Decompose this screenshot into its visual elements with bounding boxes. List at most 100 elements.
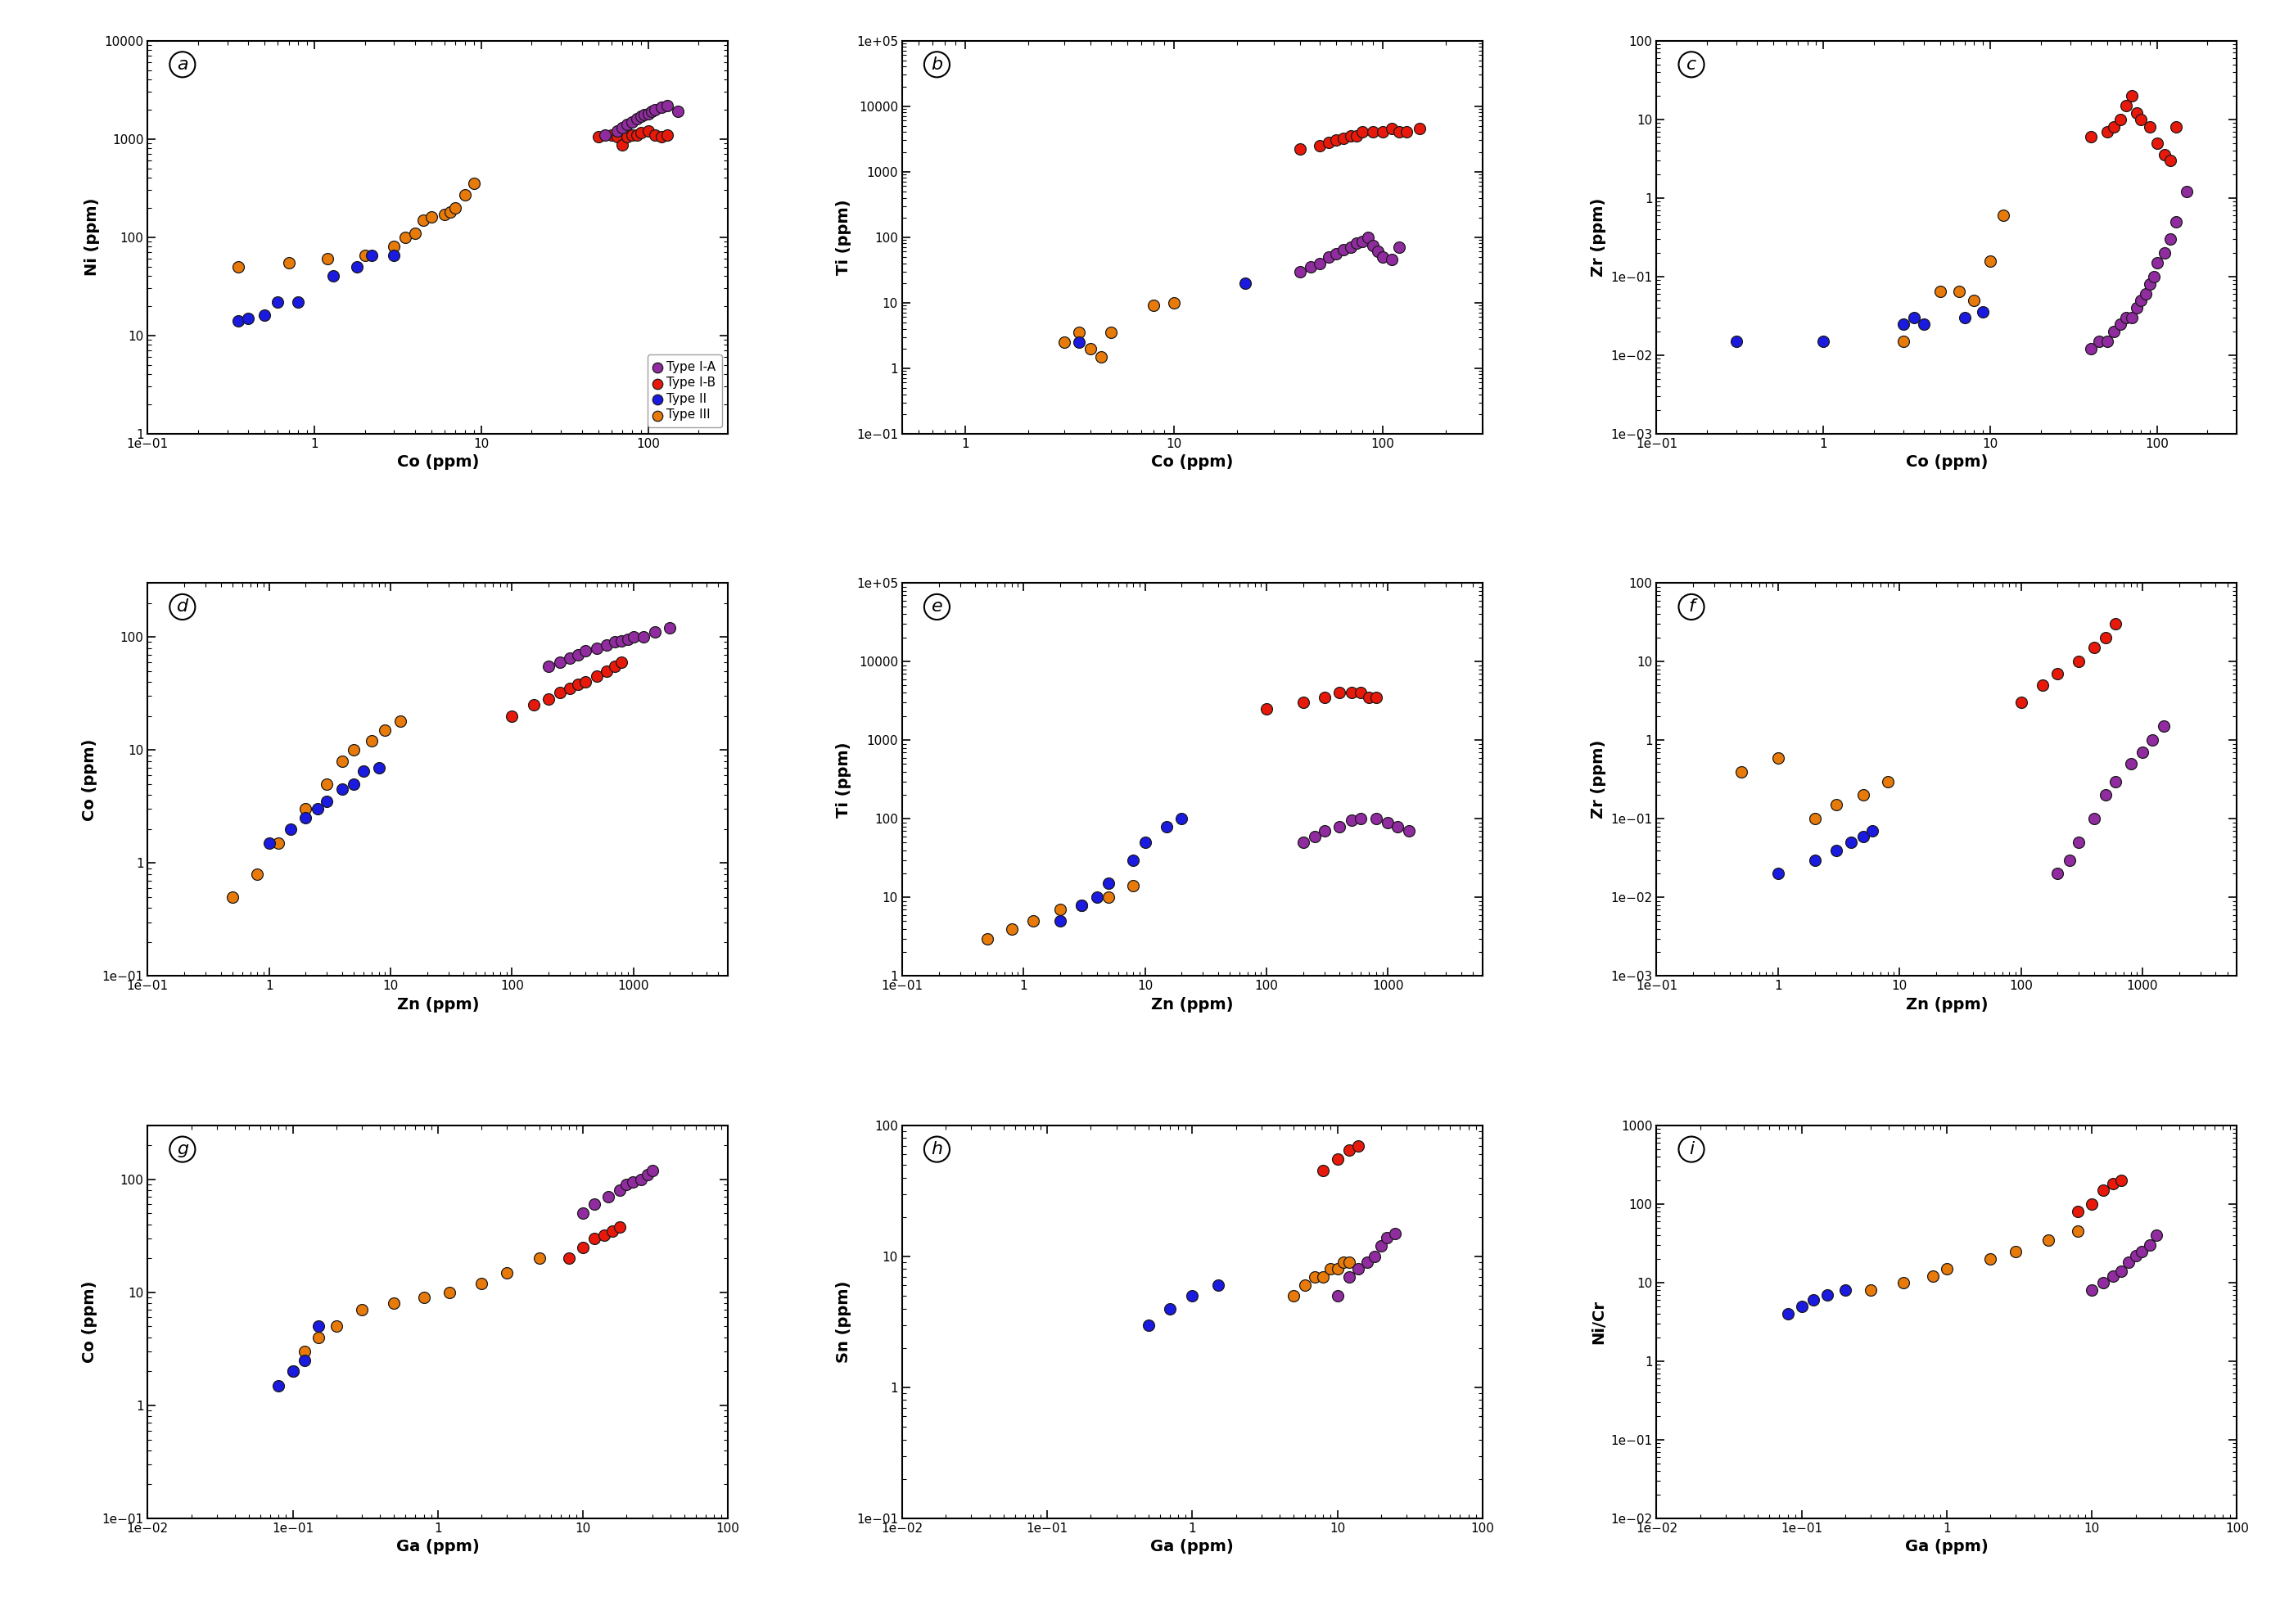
- Type I-B: [609, 123, 645, 149]
- Type II: [1151, 1296, 1188, 1322]
- Type III: [270, 250, 307, 276]
- Type II: [259, 289, 295, 315]
- Type III: [1796, 806, 1833, 831]
- Type I-B: [568, 669, 604, 695]
- Type I-B: [2098, 611, 2135, 637]
- Type I-B: [1322, 680, 1358, 706]
- Type I-B: [1306, 684, 1342, 710]
- Type III: [1042, 896, 1079, 922]
- Type I-B: [543, 680, 579, 706]
- Type II: [286, 1348, 322, 1374]
- Type II: [1794, 1288, 1830, 1314]
- Type II: [316, 263, 352, 289]
- Type I-B: [2119, 101, 2155, 127]
- Type I-A: [1292, 253, 1329, 279]
- Type I-B: [1381, 119, 1417, 145]
- Type II: [1855, 818, 1892, 844]
- Type II: [1805, 328, 1842, 354]
- Y-axis label: Co (ppm): Co (ppm): [82, 739, 98, 820]
- Type III: [325, 749, 361, 775]
- Type I-A: [597, 628, 634, 654]
- Type I-B: [2153, 148, 2189, 174]
- Type I-A: [1333, 234, 1369, 260]
- Type I-A: [622, 1166, 659, 1192]
- Type III: [213, 883, 250, 909]
- Type I-B: [595, 1218, 631, 1244]
- Type III: [431, 1280, 468, 1306]
- Type I-A: [600, 119, 636, 145]
- Type III: [1115, 874, 1151, 900]
- Type III: [1072, 336, 1108, 362]
- Type I-B: [2132, 114, 2169, 140]
- Type III: [456, 171, 493, 197]
- Type III: [238, 861, 275, 887]
- Type I-A: [586, 122, 622, 148]
- Type II: [1090, 870, 1126, 896]
- Type I-B: [2087, 625, 2123, 651]
- Type II: [288, 806, 325, 831]
- Type I-A: [1349, 1249, 1385, 1275]
- Type I-A: [2103, 1259, 2139, 1285]
- Type I-A: [1349, 224, 1385, 250]
- Type III: [1136, 292, 1172, 318]
- Type II: [1061, 330, 1097, 356]
- Type III: [1331, 1249, 1367, 1275]
- Type I-B: [1340, 1132, 1376, 1158]
- Type I-A: [1281, 258, 1317, 284]
- Type III: [407, 206, 443, 232]
- Type I-B: [602, 1213, 638, 1239]
- Type I-A: [2128, 281, 2164, 307]
- Type II: [1905, 310, 1942, 336]
- Type I-B: [1319, 1147, 1356, 1173]
- Type II: [1719, 328, 1755, 354]
- Type I-A: [543, 650, 579, 676]
- Type I-B: [2146, 141, 2182, 167]
- Type I-B: [2023, 672, 2060, 698]
- Type II: [345, 758, 382, 784]
- X-axis label: Co (ppm): Co (ppm): [1905, 455, 1987, 469]
- Type I-A: [629, 1161, 665, 1187]
- Type III: [1276, 1283, 1313, 1309]
- Type II: [275, 1358, 311, 1384]
- Type I-A: [2132, 1233, 2169, 1259]
- Type I-B: [1365, 119, 1401, 145]
- Y-axis label: Zr (ppm): Zr (ppm): [1590, 198, 1606, 276]
- Type I-A: [2098, 768, 2135, 794]
- Type III: [343, 1298, 379, 1324]
- Type I-A: [1297, 823, 1333, 849]
- Type I-B: [622, 120, 659, 146]
- Type I-B: [1351, 684, 1388, 710]
- Type I-B: [2089, 119, 2126, 145]
- Type I-A: [2119, 294, 2155, 320]
- Type III: [1885, 328, 1921, 354]
- Type I-B: [597, 653, 634, 679]
- Type III: [347, 242, 384, 268]
- Type III: [463, 1270, 500, 1296]
- Type III: [1326, 1249, 1363, 1275]
- Type I-B: [579, 123, 615, 149]
- Type I-B: [565, 1234, 602, 1260]
- Type I-A: [2146, 240, 2182, 266]
- Type I-A: [1333, 807, 1369, 833]
- Type I-A: [590, 1184, 627, 1210]
- Type I-A: [638, 96, 674, 122]
- Type I-B: [2103, 106, 2139, 132]
- Type I-B: [588, 658, 625, 684]
- Text: c: c: [1687, 57, 1696, 73]
- Type I-A: [1319, 1283, 1356, 1309]
- Type I-B: [2094, 1171, 2130, 1197]
- Type I-A: [2089, 328, 2126, 354]
- Type I-B: [1356, 119, 1392, 145]
- Type I-B: [1374, 115, 1410, 141]
- Type I-B: [1338, 123, 1374, 149]
- Type III: [1955, 287, 1992, 313]
- Type I-B: [618, 122, 654, 148]
- X-axis label: Co (ppm): Co (ppm): [397, 455, 479, 469]
- Type I-A: [2073, 1276, 2110, 1302]
- Type III: [382, 708, 418, 734]
- Type II: [245, 302, 282, 328]
- Type I-A: [1344, 229, 1381, 255]
- Text: f: f: [1687, 599, 1694, 615]
- Type I-B: [577, 1226, 613, 1252]
- Type I-B: [604, 650, 640, 676]
